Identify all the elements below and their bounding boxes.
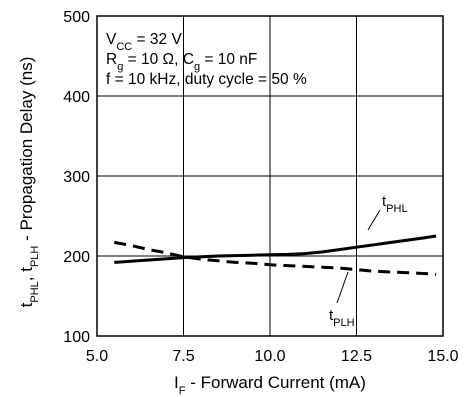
x-tick-label: 7.5	[172, 348, 194, 365]
y-tick-label: 300	[63, 169, 90, 186]
series-line-dashed	[114, 240, 437, 276]
y-tick-labels: 100 200 300 400 500	[63, 9, 90, 346]
condition-line: f = 10 kHz, duty cycle = 50 %	[106, 71, 307, 88]
y-tick-label: 500	[63, 9, 90, 26]
series-labels: tPHL tPLH	[329, 193, 408, 329]
test-conditions: VCC = 32 VRg = 10 Ω, Cg = 10 nFf = 10 kH…	[106, 31, 307, 88]
x-axis-title: IF - Forward Current (mA)	[174, 373, 366, 397]
series-label-tphl: tPHL	[382, 193, 408, 215]
y-tick-label: 400	[63, 89, 90, 106]
series-line-solid	[114, 234, 437, 264]
series-label-tplh: tPLH	[329, 307, 355, 329]
condition-line: Rg = 10 Ω, Cg = 10 nF	[106, 51, 257, 73]
series-lines	[114, 234, 437, 276]
y-axis-label: tPHL, tPLH - Propagation Delay (ns)	[17, 57, 41, 308]
condition-line: VCC = 32 V	[106, 31, 182, 53]
x-tick-label: 15.0	[427, 348, 458, 365]
y-tick-label: 200	[63, 249, 90, 266]
x-tick-label: 5.0	[86, 348, 108, 365]
x-axis-label: IF - Forward Current (mA)	[174, 373, 366, 397]
y-tick-label: 100	[63, 329, 90, 346]
x-tick-label: 12.5	[341, 348, 372, 365]
grid-lines	[97, 16, 443, 336]
y-axis-title: tPHL, tPLH - Propagation Delay (ns)	[17, 57, 41, 308]
x-tick-label: 10.0	[254, 348, 285, 365]
series-label-leader	[336, 271, 349, 304]
x-tick-labels: 5.0 7.5 10.0 12.5 15.0	[86, 348, 459, 365]
series-label-leader	[367, 209, 381, 231]
plot-frame	[96, 15, 444, 337]
